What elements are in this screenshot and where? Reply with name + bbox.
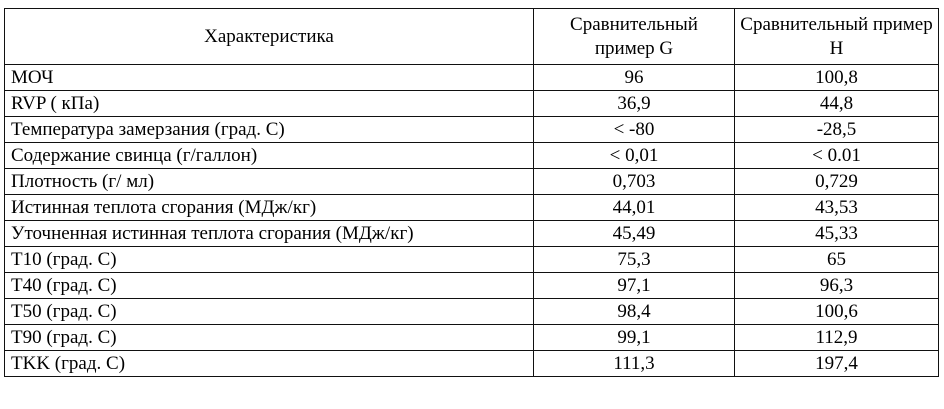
table-row: Уточненная истинная теплота сгорания (МД… (4, 220, 939, 247)
row-label: Уточненная истинная теплота сгорания (МД… (4, 220, 534, 247)
value-example-g: 99,1 (533, 324, 735, 351)
row-label: Содержание свинца (г/галлон) (4, 142, 534, 169)
row-label: T90 (град. С) (4, 324, 534, 351)
value-example-h: 96,3 (734, 272, 939, 299)
table-row: Плотность (г/ мл) 0,703 0,729 (4, 168, 939, 195)
value-example-g: 96 (533, 64, 735, 91)
row-label: Плотность (г/ мл) (4, 168, 534, 195)
header-characteristic: Характеристика (4, 8, 534, 65)
value-example-h: 197,4 (734, 350, 939, 377)
header-row: Характеристика Сравнительный пример G Ср… (4, 8, 939, 65)
table-row: МОЧ 96 100,8 (4, 64, 939, 91)
header-example-g: Сравнительный пример G (533, 8, 735, 65)
value-example-g: 97,1 (533, 272, 735, 299)
table-row: TKK (град. С) 111,3 197,4 (4, 350, 939, 377)
value-example-g: 98,4 (533, 298, 735, 325)
row-label: T50 (град. С) (4, 298, 534, 325)
value-example-g: 0,703 (533, 168, 735, 195)
value-example-h: 100,6 (734, 298, 939, 325)
value-example-h: < 0.01 (734, 142, 939, 169)
row-label: T40 (град. С) (4, 272, 534, 299)
row-label: Истинная теплота сгорания (МДж/кг) (4, 194, 534, 221)
row-label: RVP ( кПа) (4, 90, 534, 117)
table-row: Температура замерзания (град. С) < -80 -… (4, 116, 939, 143)
value-example-g: 111,3 (533, 350, 735, 377)
value-example-h: 43,53 (734, 194, 939, 221)
table-row: Содержание свинца (г/галлон) < 0,01 < 0.… (4, 142, 939, 169)
row-label: TKK (град. С) (4, 350, 534, 377)
value-example-g: < 0,01 (533, 142, 735, 169)
table-row: Истинная теплота сгорания (МДж/кг) 44,01… (4, 194, 939, 221)
value-example-h: 0,729 (734, 168, 939, 195)
header-example-h: Сравнительный пример H (734, 8, 939, 65)
table-row: T50 (град. С) 98,4 100,6 (4, 298, 939, 325)
value-example-h: -28,5 (734, 116, 939, 143)
row-label: T10 (град. С) (4, 246, 534, 273)
table-row: T90 (град. С) 99,1 112,9 (4, 324, 939, 351)
value-example-g: 75,3 (533, 246, 735, 273)
row-label: МОЧ (4, 64, 534, 91)
value-example-g: 44,01 (533, 194, 735, 221)
table-row: T10 (град. С) 75,3 65 (4, 246, 939, 273)
value-example-g: < -80 (533, 116, 735, 143)
comparison-table: Характеристика Сравнительный пример G Ср… (4, 8, 939, 377)
value-example-g: 36,9 (533, 90, 735, 117)
value-example-h: 44,8 (734, 90, 939, 117)
row-label: Температура замерзания (град. С) (4, 116, 534, 143)
table-row: T40 (град. С) 97,1 96,3 (4, 272, 939, 299)
table-row: RVP ( кПа) 36,9 44,8 (4, 90, 939, 117)
value-example-h: 45,33 (734, 220, 939, 247)
value-example-h: 100,8 (734, 64, 939, 91)
value-example-g: 45,49 (533, 220, 735, 247)
value-example-h: 112,9 (734, 324, 939, 351)
value-example-h: 65 (734, 246, 939, 273)
